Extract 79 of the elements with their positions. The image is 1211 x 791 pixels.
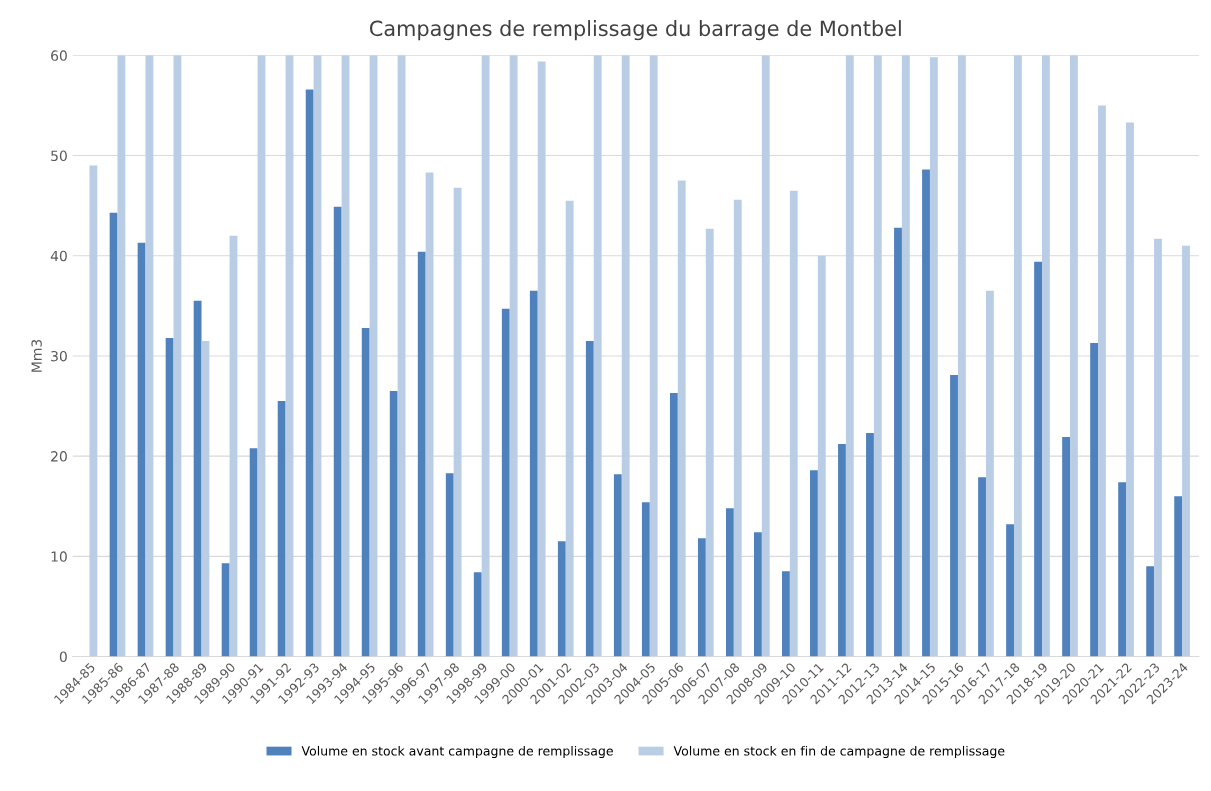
bar [1006,524,1014,657]
bar [1062,437,1071,657]
bar [922,169,930,657]
legend-label: Volume en stock en fin de campagne de remplissage [673,745,1005,759]
y-axis-title: Mm3 [31,339,42,372]
bar [838,444,846,657]
bar [529,290,538,657]
bar [677,180,686,657]
bar [929,57,938,657]
bar [649,55,658,657]
bar [453,187,462,657]
y-tick-label: 10 [51,551,67,562]
bar [425,172,434,657]
bar [733,199,742,657]
bar [817,255,826,657]
y-tick-label: 20 [51,451,67,462]
bar [894,227,902,657]
bar [697,538,706,657]
bar [389,391,398,657]
bar [950,374,958,657]
bar [901,55,910,657]
bar [1013,55,1022,657]
y-tick-label: 50 [51,150,67,162]
chart-title: Campagnes de remplissage du barrage de Montbel [369,20,901,41]
bar [165,337,174,657]
bar [761,55,770,657]
bar [1174,496,1183,657]
bar [249,448,258,657]
bar [866,433,874,657]
bar [810,470,818,657]
bar [361,327,370,657]
bar [978,477,986,657]
bar [1126,122,1134,657]
bar [613,474,622,657]
bar [305,89,314,657]
bar [754,532,762,657]
bar [1070,55,1078,657]
bar [277,401,286,657]
bar [473,572,482,657]
bar [985,290,994,657]
bar [417,251,426,657]
bar [1118,482,1127,657]
bar [1146,566,1155,657]
legend-label: Volume en stock avant campagne de remplissage [301,745,613,759]
y-tick-label: 40 [50,250,67,262]
bar [509,55,518,657]
bar [557,541,566,657]
y-tick-label: 30 [51,350,67,362]
bar [705,228,714,657]
bar [782,571,790,657]
bar [669,393,678,657]
bar [445,473,454,657]
bar [593,55,602,657]
y-tick-label: 60 [51,50,67,61]
bar [641,502,650,657]
bar [873,55,882,657]
y-tick-label: 0 [59,651,67,662]
bar [957,55,966,657]
bar [725,508,734,657]
bar [537,61,546,657]
bar [501,308,510,657]
bar [193,300,202,657]
bar [221,563,230,657]
bar [1182,245,1190,657]
bar [137,242,146,657]
bar [1090,342,1099,657]
bar [845,55,854,657]
bar [89,165,98,657]
bar [333,206,342,657]
bar [481,55,490,657]
bar [117,55,126,657]
bar [1154,238,1162,657]
bar [1034,261,1042,657]
bar [565,200,574,657]
bar [621,55,630,657]
bar [1042,55,1050,657]
bar [1098,105,1106,657]
bar [585,340,594,657]
bar [789,190,798,657]
